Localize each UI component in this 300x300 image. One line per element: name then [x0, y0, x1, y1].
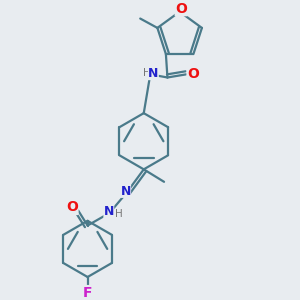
- Text: F: F: [83, 286, 92, 300]
- Text: N: N: [103, 205, 114, 218]
- Text: N: N: [121, 185, 131, 198]
- Text: N: N: [148, 67, 159, 80]
- Text: O: O: [66, 200, 78, 214]
- Text: O: O: [187, 67, 199, 81]
- Text: O: O: [175, 2, 187, 16]
- Text: H: H: [143, 68, 150, 78]
- Text: H: H: [115, 209, 123, 219]
